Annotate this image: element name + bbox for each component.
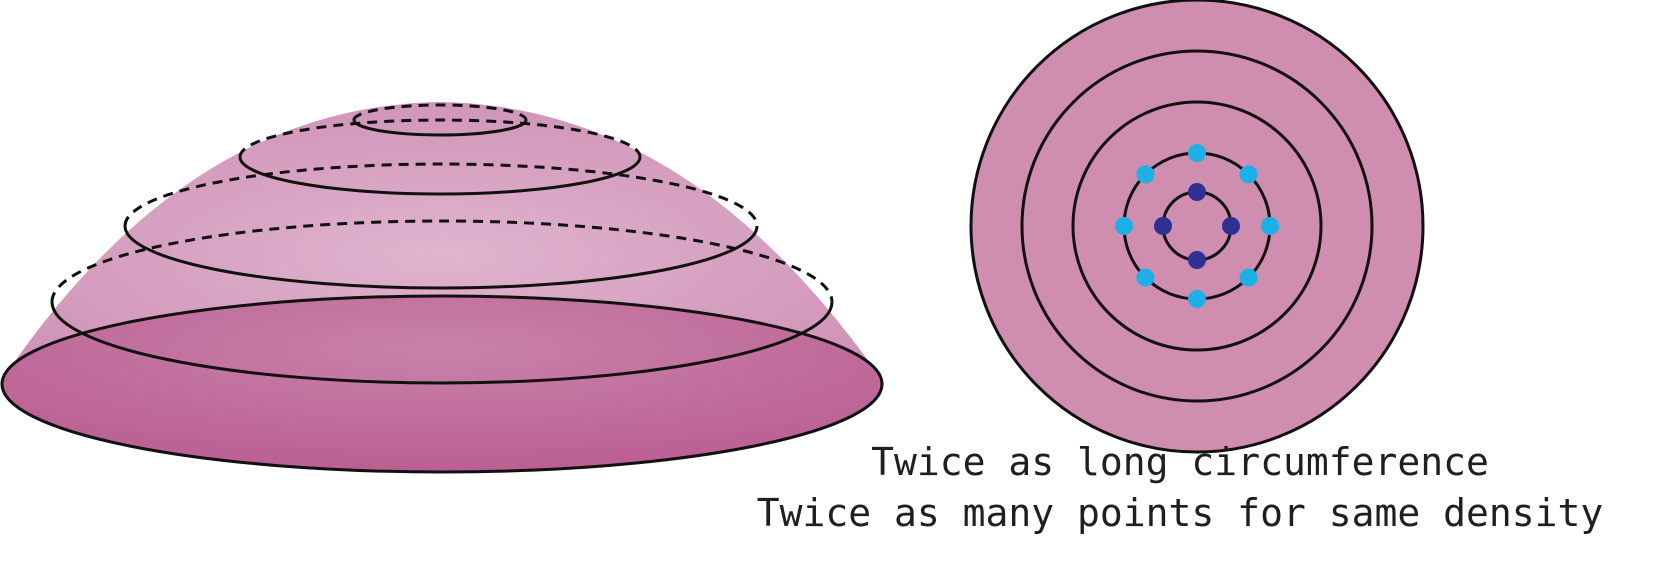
dome-ring-3-back	[123, 162, 759, 227]
inner-ring-point	[1222, 217, 1240, 235]
outer-ring-point	[1136, 268, 1155, 287]
dome-ring-3-front	[123, 225, 759, 290]
inner-ring-point	[1188, 183, 1206, 201]
outer-ring-point	[1239, 268, 1258, 287]
inner-ring-point	[1154, 217, 1172, 235]
caption-points-density: Twice as many points for same density	[756, 491, 1604, 535]
disk-ring-3	[1071, 100, 1323, 352]
dome-ring-1-front	[352, 119, 528, 137]
outer-ring-point	[1115, 217, 1133, 235]
outer-ring-point	[1136, 165, 1155, 184]
dome-ring-4-front	[50, 301, 834, 385]
inner-ring-point	[1188, 251, 1206, 269]
caption-circumference: Twice as long circumference	[871, 440, 1489, 484]
disk-points	[1115, 144, 1279, 308]
outer-ring-point	[1188, 290, 1206, 308]
dome-back-rings	[50, 103, 834, 303]
disk-ring-5	[969, 0, 1425, 454]
dome-ring-1-back	[352, 103, 528, 121]
dome-figure	[0, 102, 884, 474]
outer-ring-point	[1261, 217, 1279, 235]
disk-figure	[969, 0, 1425, 454]
outer-ring-point	[1188, 144, 1206, 162]
dome-ring-4-back	[50, 219, 834, 303]
outer-ring-point	[1239, 165, 1258, 184]
dome-ring-2-back	[238, 118, 642, 158]
disk-ring-4	[1020, 49, 1374, 403]
